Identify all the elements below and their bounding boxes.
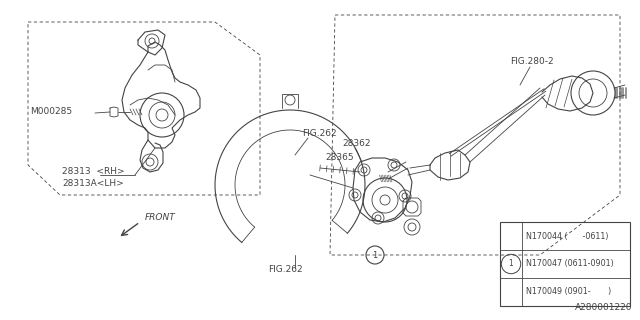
Text: N170049 (0901-       ): N170049 (0901- )	[525, 287, 611, 296]
Text: FIG.262: FIG.262	[302, 129, 337, 138]
Text: 28313  <RH>: 28313 <RH>	[62, 167, 125, 177]
Text: 1: 1	[372, 251, 378, 260]
Text: N170047 (0611-0901): N170047 (0611-0901)	[525, 260, 613, 268]
Text: 28365: 28365	[325, 154, 354, 163]
Text: FIG.262: FIG.262	[268, 266, 303, 275]
Text: FRONT: FRONT	[145, 213, 176, 222]
Text: M000285: M000285	[30, 108, 72, 116]
Text: FIG.280-2: FIG.280-2	[510, 58, 554, 67]
Bar	[500, 222, 630, 306]
Text: 28362: 28362	[342, 139, 371, 148]
Text: N170044 (      -0611): N170044 ( -0611)	[525, 232, 608, 241]
Text: 28313A<LH>: 28313A<LH>	[62, 179, 124, 188]
Text: 1: 1	[509, 260, 513, 268]
Text: A280001220: A280001220	[575, 303, 632, 312]
